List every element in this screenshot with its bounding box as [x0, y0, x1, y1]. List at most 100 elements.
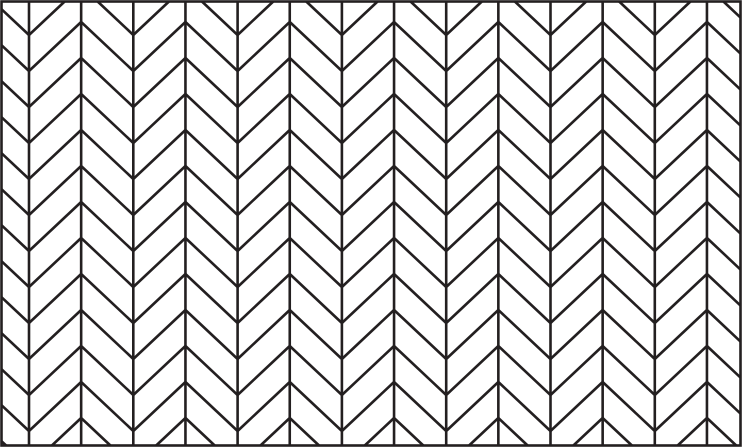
chevron-stroke — [601, 417, 633, 447]
chevron-stroke — [28, 129, 83, 180]
chevron-stroke — [706, 129, 742, 163]
chevron-stroke — [288, 417, 320, 447]
chevron-stroke — [445, 201, 500, 252]
chevron-stroke — [445, 309, 500, 360]
chevron-stroke — [653, 21, 708, 72]
chevron-stroke — [341, 273, 395, 324]
chevron-stroke — [601, 165, 656, 216]
chevron-stroke — [497, 93, 552, 144]
chevron-stroke — [80, 417, 112, 447]
chevron-stroke — [341, 165, 395, 216]
chevron-stroke — [288, 381, 343, 432]
chevron-stroke — [445, 237, 500, 288]
chevron-stroke — [706, 309, 742, 343]
chevron-stroke — [132, 273, 187, 324]
chevron-stroke — [288, 165, 343, 216]
chevron-stroke — [28, 201, 83, 252]
chevron-stroke — [0, 44, 30, 72]
chevron-stroke — [132, 57, 187, 108]
chevron-stroke — [236, 165, 291, 216]
chevron-stroke — [80, 201, 135, 252]
chevron-stroke — [236, 273, 291, 324]
chevron-stroke — [28, 273, 83, 324]
chevron-stroke — [601, 237, 656, 288]
chevron-stroke — [80, 165, 135, 216]
chevron-stroke — [80, 57, 135, 108]
chevron-stroke — [549, 309, 604, 360]
chevron-stroke — [80, 237, 135, 288]
chevron-stroke — [80, 309, 135, 360]
chevron-stroke — [445, 21, 500, 72]
chevron-stroke — [132, 381, 187, 432]
chevron-stroke — [706, 417, 738, 447]
chevron-stroke — [549, 129, 604, 180]
chevron-stroke — [28, 165, 83, 216]
chevron-stroke — [184, 129, 239, 180]
chevron-stroke — [132, 21, 187, 72]
chevron-stroke — [184, 201, 239, 252]
chevron-stroke — [468, 417, 500, 447]
chevron-stroke — [132, 93, 187, 144]
chevron-stroke — [305, 0, 343, 36]
chevron-stroke — [618, 0, 656, 36]
chevron-stroke — [341, 0, 379, 36]
chevron-stroke — [28, 57, 83, 108]
chevron-stroke — [184, 381, 239, 432]
chevron-stroke — [236, 381, 291, 432]
chevron-stroke — [28, 237, 83, 288]
chevron-stroke — [341, 21, 395, 72]
chevron-stroke — [653, 0, 692, 36]
chevron-stroke — [497, 417, 529, 447]
chevron-stroke — [653, 381, 708, 432]
chevron-stroke — [549, 273, 604, 324]
chevron-stroke — [28, 381, 83, 432]
chevron-stroke — [393, 381, 448, 432]
chevron-stroke — [676, 417, 708, 447]
chevron-stroke — [288, 21, 343, 72]
chevron-stroke — [0, 8, 30, 36]
chevron-stroke — [601, 309, 656, 360]
chevron-stroke — [80, 129, 135, 180]
chevron-stroke — [201, 0, 239, 36]
chevron-stroke — [132, 345, 187, 396]
chevron-stroke — [80, 273, 135, 324]
chevron-stroke — [445, 165, 500, 216]
chevron-stroke — [0, 332, 30, 360]
chevron-stroke — [653, 165, 708, 216]
chevron-stroke — [0, 188, 30, 216]
chevron-stroke — [706, 201, 742, 235]
chevron-stroke — [497, 309, 552, 360]
chevron-stroke — [28, 93, 83, 144]
chevron-stroke — [549, 21, 604, 72]
chevron-stroke — [132, 129, 187, 180]
chevron-stroke — [341, 309, 395, 360]
chevron-stroke — [549, 237, 604, 288]
chevron-stroke — [549, 345, 604, 396]
chevron-stroke — [393, 57, 448, 108]
chevron-stroke — [393, 345, 448, 396]
chevron-stroke — [184, 237, 239, 288]
chevron-stroke — [184, 21, 239, 72]
chevron-stroke — [653, 237, 708, 288]
chevron-stroke — [236, 57, 291, 108]
chevron-stroke — [497, 201, 552, 252]
chevron-stroke — [236, 129, 291, 180]
chevron-stroke — [706, 57, 742, 91]
chevron-stroke — [288, 273, 343, 324]
chevron-stroke — [0, 404, 30, 432]
chevron-stroke — [288, 309, 343, 360]
chevron-stroke — [341, 345, 395, 396]
chevron-stroke — [653, 57, 708, 108]
chevron-stroke — [80, 345, 135, 396]
chevron-stroke — [341, 201, 395, 252]
chevron-stroke — [393, 165, 448, 216]
chevron-stroke — [288, 129, 343, 180]
chevron-stroke — [706, 381, 742, 415]
chevron-stroke — [132, 309, 187, 360]
chevron-stroke — [497, 165, 552, 216]
chevron-stroke — [706, 165, 742, 199]
chevron-stroke — [341, 57, 395, 108]
chevron-stroke — [0, 80, 30, 108]
chevron-stroke — [0, 368, 30, 396]
